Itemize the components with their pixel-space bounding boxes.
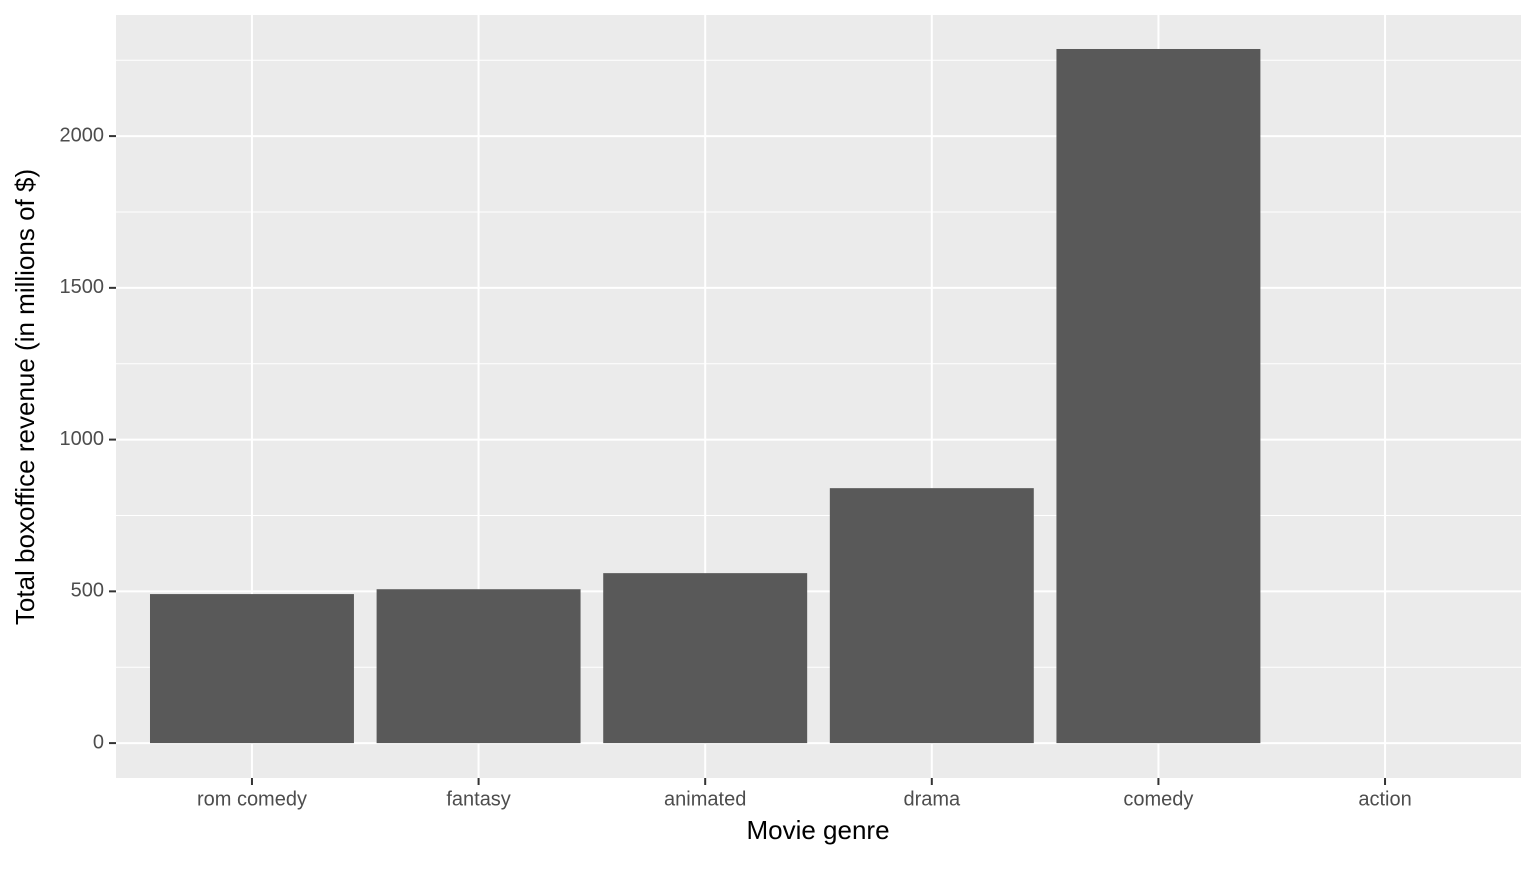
x-tick-label: comedy xyxy=(1123,788,1193,810)
x-tick-label: animated xyxy=(664,788,746,810)
y-tick-label: 500 xyxy=(71,580,104,602)
bar xyxy=(376,589,581,744)
x-tick-label: fantasy xyxy=(446,788,510,810)
y-tick-label: 0 xyxy=(93,731,104,753)
bar xyxy=(149,594,354,744)
x-tick-label: drama xyxy=(903,788,961,810)
x-tick-label: action xyxy=(1358,788,1411,810)
bar xyxy=(603,573,808,744)
y-tick-label: 2000 xyxy=(60,124,105,146)
bars xyxy=(149,48,1261,744)
x-axis-title: Movie genre xyxy=(746,815,889,845)
bar xyxy=(829,488,1034,744)
y-axis-title: Total boxoffice revenue (in millions of … xyxy=(10,169,40,625)
x-tick-label: rom comedy xyxy=(197,788,307,810)
y-tick-label: 1500 xyxy=(60,276,105,298)
bar xyxy=(1056,48,1261,744)
y-tick-label: 1000 xyxy=(60,428,105,450)
